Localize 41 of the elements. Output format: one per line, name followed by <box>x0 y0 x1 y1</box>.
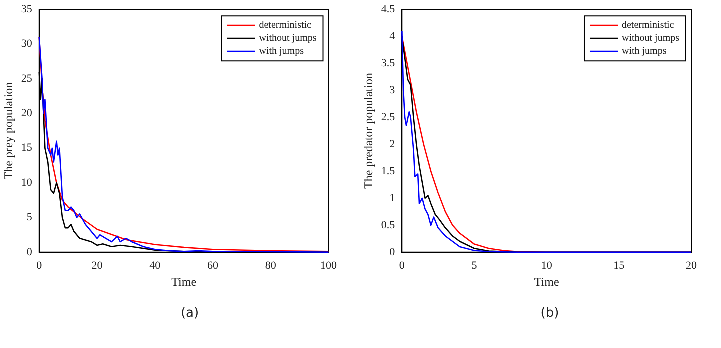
y-tick-label: 1 <box>390 192 396 204</box>
y-tick-label: 0 <box>390 246 396 258</box>
y-tick-label: 20 <box>21 108 33 120</box>
y-tick-label: 30 <box>21 38 33 50</box>
x-tick-label: 0 <box>36 260 43 272</box>
x-axis-title: Time <box>172 274 197 289</box>
x-tick-label: 40 <box>150 260 162 272</box>
y-tick-label: 0.5 <box>381 219 396 232</box>
y-tick-label: 10 <box>21 176 33 189</box>
x-tick-label: 10 <box>541 260 553 272</box>
y-tick-label: 1.5 <box>381 165 396 178</box>
y-tick-label: 25 <box>21 72 33 85</box>
x-tick-label: 5 <box>472 260 478 272</box>
x-tick-label: 15 <box>614 260 626 272</box>
legend-label: without jumps <box>259 33 317 44</box>
text: (a) <box>180 306 200 321</box>
x-tick-label: 0 <box>399 260 406 272</box>
legend-label: with jumps <box>259 46 304 58</box>
x-tick-label: 20 <box>686 260 698 272</box>
legend-label: with jumps <box>622 46 667 58</box>
x-tick-label: 80 <box>265 260 277 272</box>
y-tick-label: 5 <box>26 212 33 224</box>
y-tick-label: 4.5 <box>381 3 396 16</box>
x-tick-label: 60 <box>208 260 220 272</box>
y-axis-title: The predator population <box>361 73 376 189</box>
legend-label: without jumps <box>622 33 680 44</box>
y-tick-label: 4 <box>390 30 396 42</box>
x-tick-label: 100 <box>320 260 338 272</box>
x-tick-label: 20 <box>92 260 104 272</box>
y-tick-label: 0 <box>26 246 33 258</box>
legend-label: deterministic <box>259 20 312 32</box>
y-tick-label: 3.5 <box>381 57 396 70</box>
x-axis-title: Time <box>534 274 560 289</box>
legend-label: deterministic <box>622 20 675 32</box>
text: (b) <box>540 306 560 321</box>
y-tick-label: 35 <box>21 3 33 16</box>
y-axis-title: The prey population <box>1 82 16 180</box>
y-tick-label: 2.5 <box>381 111 396 124</box>
y-tick-label: 15 <box>21 142 33 154</box>
y-tick-label: 2 <box>390 138 396 150</box>
y-tick-label: 3 <box>390 84 396 96</box>
